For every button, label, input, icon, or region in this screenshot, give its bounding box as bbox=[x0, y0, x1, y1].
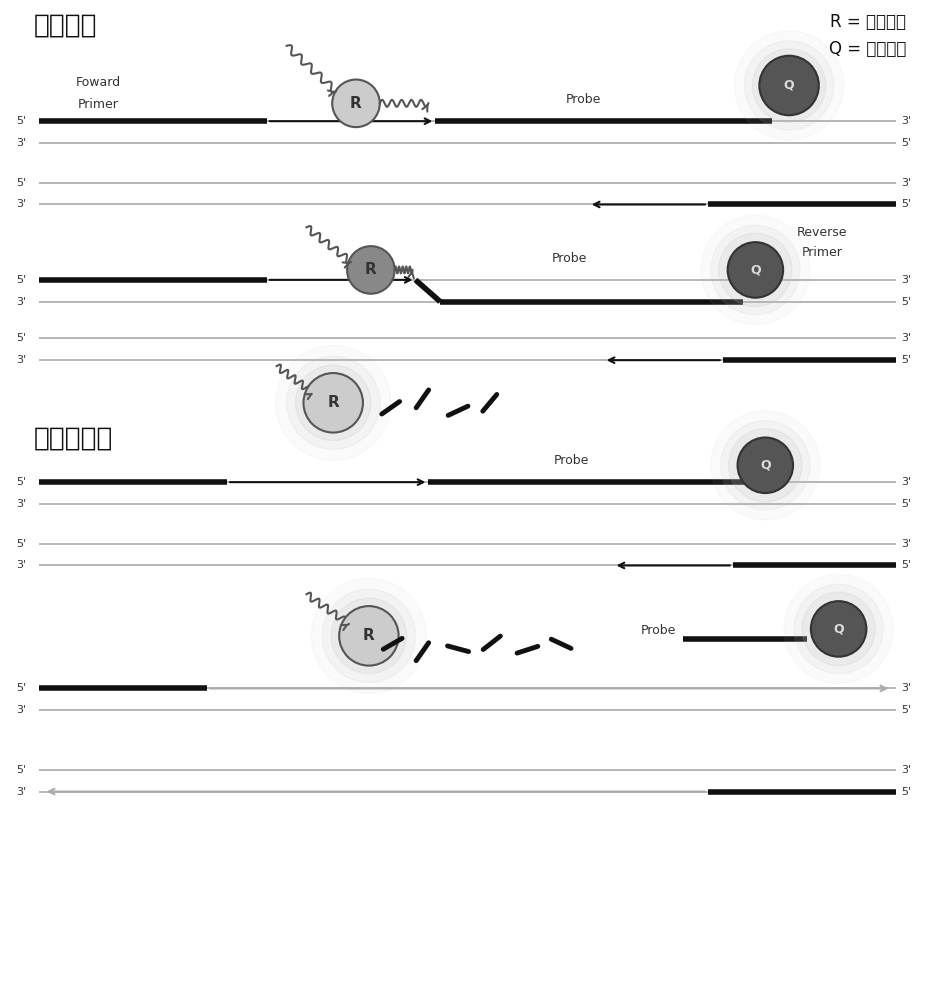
Text: 3': 3' bbox=[16, 297, 26, 307]
Circle shape bbox=[802, 592, 875, 666]
Circle shape bbox=[711, 225, 800, 315]
Text: 5': 5' bbox=[901, 199, 911, 209]
Text: 3': 3' bbox=[901, 275, 911, 285]
Circle shape bbox=[719, 233, 792, 307]
Text: 3': 3' bbox=[901, 765, 911, 775]
Text: 3': 3' bbox=[16, 705, 26, 715]
Text: 3': 3' bbox=[901, 539, 911, 549]
Text: 5': 5' bbox=[901, 499, 911, 509]
Text: R: R bbox=[363, 628, 375, 643]
Text: 3': 3' bbox=[16, 199, 26, 209]
Circle shape bbox=[811, 601, 867, 657]
Text: 5': 5' bbox=[901, 705, 911, 715]
Circle shape bbox=[322, 589, 416, 682]
Text: Probe: Probe bbox=[554, 454, 589, 467]
Text: Primer: Primer bbox=[78, 98, 118, 111]
Circle shape bbox=[729, 429, 802, 502]
Text: Q: Q bbox=[784, 79, 794, 92]
Text: R = 报告基团: R = 报告基团 bbox=[830, 13, 906, 31]
Circle shape bbox=[737, 438, 793, 493]
Text: 3': 3' bbox=[16, 787, 26, 797]
Text: 3': 3' bbox=[901, 333, 911, 343]
Text: Reverse: Reverse bbox=[797, 226, 847, 239]
Text: 5': 5' bbox=[901, 787, 911, 797]
Circle shape bbox=[711, 411, 820, 520]
Circle shape bbox=[701, 215, 810, 324]
Text: R: R bbox=[350, 96, 362, 111]
Circle shape bbox=[339, 606, 399, 666]
Text: 3': 3' bbox=[901, 178, 911, 188]
Text: 3': 3' bbox=[16, 499, 26, 509]
Circle shape bbox=[287, 356, 379, 449]
Text: 5': 5' bbox=[16, 178, 26, 188]
Circle shape bbox=[728, 242, 783, 298]
Text: 3': 3' bbox=[16, 138, 26, 148]
Text: 5': 5' bbox=[16, 477, 26, 487]
Text: Probe: Probe bbox=[640, 624, 676, 637]
Circle shape bbox=[276, 345, 391, 460]
Circle shape bbox=[331, 598, 406, 674]
Text: R: R bbox=[327, 395, 339, 410]
Text: 5': 5' bbox=[16, 116, 26, 126]
Text: Foward: Foward bbox=[75, 76, 121, 89]
Text: 5': 5' bbox=[16, 275, 26, 285]
Circle shape bbox=[311, 578, 426, 693]
Text: 5': 5' bbox=[901, 560, 911, 570]
Text: 5': 5' bbox=[901, 297, 911, 307]
Circle shape bbox=[332, 80, 379, 127]
Circle shape bbox=[295, 365, 371, 440]
Text: 3': 3' bbox=[16, 560, 26, 570]
Text: Q: Q bbox=[750, 263, 761, 276]
Circle shape bbox=[304, 373, 363, 433]
Circle shape bbox=[752, 49, 826, 122]
Circle shape bbox=[794, 584, 884, 674]
Text: 退火阶段: 退火阶段 bbox=[34, 13, 98, 39]
Text: 5': 5' bbox=[901, 355, 911, 365]
Circle shape bbox=[347, 246, 394, 294]
Circle shape bbox=[760, 56, 819, 115]
Text: Probe: Probe bbox=[567, 93, 602, 106]
Text: 5': 5' bbox=[16, 333, 26, 343]
Text: 5': 5' bbox=[16, 765, 26, 775]
Text: Q = 淬灭集团: Q = 淬灭集团 bbox=[829, 40, 906, 58]
Text: 5': 5' bbox=[16, 683, 26, 693]
Text: 3': 3' bbox=[901, 683, 911, 693]
Text: 3': 3' bbox=[16, 355, 26, 365]
Text: 5': 5' bbox=[16, 539, 26, 549]
Text: Q: Q bbox=[833, 622, 844, 635]
Text: Q: Q bbox=[760, 459, 771, 472]
Text: 链延伸阶段: 链延伸阶段 bbox=[34, 426, 114, 452]
Circle shape bbox=[720, 421, 810, 510]
Circle shape bbox=[734, 31, 843, 140]
Text: 3': 3' bbox=[901, 116, 911, 126]
Circle shape bbox=[745, 41, 834, 130]
Text: 3': 3' bbox=[812, 634, 822, 644]
Text: 3': 3' bbox=[901, 477, 911, 487]
Text: Probe: Probe bbox=[552, 252, 587, 265]
Text: 5': 5' bbox=[901, 138, 911, 148]
Circle shape bbox=[784, 574, 893, 683]
Text: Primer: Primer bbox=[802, 246, 843, 259]
Text: R: R bbox=[365, 262, 377, 277]
